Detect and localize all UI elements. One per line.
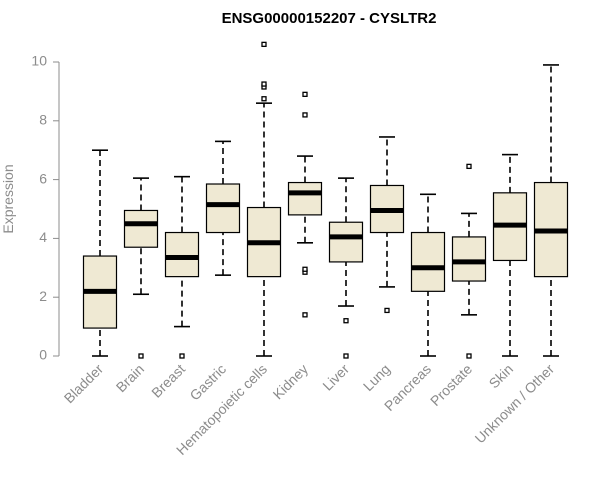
x-tick-label: Lung [360,361,393,394]
x-tick-label: Prostate [427,361,475,409]
y-tick-label: 6 [39,170,47,186]
y-tick-label: 2 [39,288,47,304]
outlier-point [302,312,308,318]
outlier-point [466,353,472,359]
x-tick-label: Brain [113,361,147,395]
box-group [451,163,487,359]
outlier-point [138,353,144,359]
outlier-point [261,41,267,48]
chart-title: ENSG00000152207 - CYSLTR2 [222,10,437,27]
outlier-point [302,112,308,118]
outlier-point [261,81,267,87]
outlier-point [384,307,390,314]
y-axis-label: Expression [0,164,16,233]
box [328,221,364,263]
x-tick-label: Bladder [61,361,107,407]
outlier-point [179,353,185,359]
box-group [533,64,569,357]
box-group [246,41,282,357]
box-group [492,153,528,357]
x-tick-label: Breast [148,361,188,401]
outlier-point [343,318,349,324]
outlier-point [466,163,472,170]
box-group [82,149,118,357]
box-group [164,175,200,359]
box-group [328,177,364,359]
axes: 0 2 4 6 8 10 [31,53,60,363]
box-group [410,193,446,357]
y-tick-label: 10 [31,53,47,69]
outlier-point [302,266,308,272]
y-tick-label: 0 [39,347,47,363]
x-tick-label: Kidney [270,361,312,403]
box-group [287,91,323,318]
box-group [369,136,405,314]
outlier-point [302,91,308,97]
box [451,236,487,282]
outlier-point [261,96,267,102]
box [287,181,323,216]
box [410,231,446,292]
y-tick-label: 4 [39,229,47,245]
boxes-group [82,41,569,359]
box-group [123,177,159,359]
y-tick-label: 8 [39,112,47,128]
x-tick-label: Skin [486,361,517,392]
box [205,183,241,234]
box [164,231,200,278]
box-group [205,140,241,276]
x-tick-label: Liver [319,361,352,394]
outlier-point [343,353,349,359]
box [123,209,159,248]
